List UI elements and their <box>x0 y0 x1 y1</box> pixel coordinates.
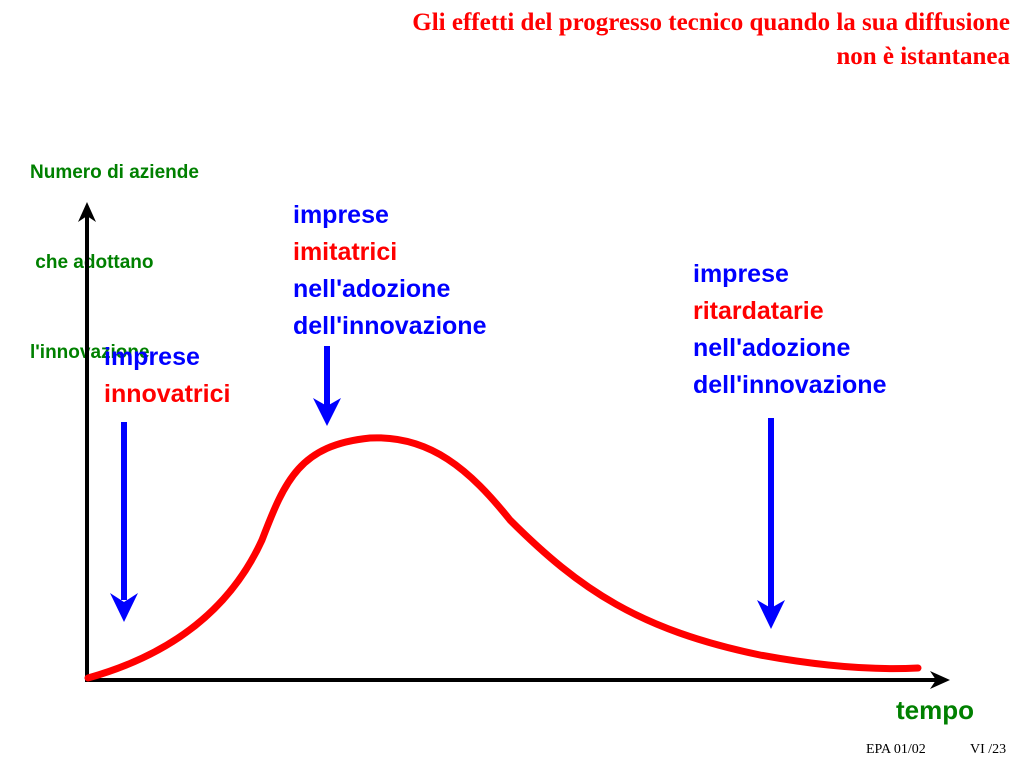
footer-course-code: EPA 01/02 <box>866 742 926 757</box>
label-imitatori-line-2: imitatrici <box>293 238 398 266</box>
slide-title: Gli effetti del progresso tecnico quando… <box>110 6 1010 74</box>
label-imitatori: imprese imitatrici nell'adozione dell'in… <box>293 197 486 345</box>
x-axis-arrowhead-icon <box>930 671 950 689</box>
label-innovatori: imprese innovatrici <box>104 339 230 413</box>
footer-page-number: VI /23 <box>970 742 1007 757</box>
y-axis-label-line-3: l'innovazione <box>30 342 150 363</box>
label-imitatori-line-4: dell'innovazione <box>293 312 487 340</box>
innovatori-arrow-down-icon <box>110 593 138 622</box>
label-innovatori-line-2: innovatrici <box>104 380 231 408</box>
label-innovatori-line-1: imprese <box>104 343 200 371</box>
label-imitatori-line-1: imprese <box>293 201 389 229</box>
slide-title-line-1: Gli effetti del progresso tecnico quando… <box>412 9 1010 36</box>
ritardatari-arrow-down-icon <box>757 600 785 629</box>
y-axis-label-line-2: che adottano <box>30 252 154 273</box>
label-ritardatari-line-3: nell'adozione <box>693 334 851 362</box>
label-ritardatari-line-4: dell'innovazione <box>693 371 887 399</box>
label-ritardatari-line-1: imprese <box>693 260 789 288</box>
y-axis-label: Numero di aziende che adottano l'innovaz… <box>30 98 199 398</box>
label-imitatori-line-3: nell'adozione <box>293 275 451 303</box>
label-ritardatari: imprese ritardatarie nell'adozione dell'… <box>693 256 886 404</box>
y-axis-arrowhead-icon <box>78 202 96 222</box>
diffusion-curve <box>84 434 922 682</box>
imitatori-arrow-down-icon <box>313 398 341 426</box>
y-axis-label-line-1: Numero di aziende <box>30 162 199 183</box>
x-axis-label: tempo <box>896 695 974 725</box>
slide-title-line-2: non è istantanea <box>836 43 1010 70</box>
label-ritardatari-line-2: ritardatarie <box>693 297 824 325</box>
